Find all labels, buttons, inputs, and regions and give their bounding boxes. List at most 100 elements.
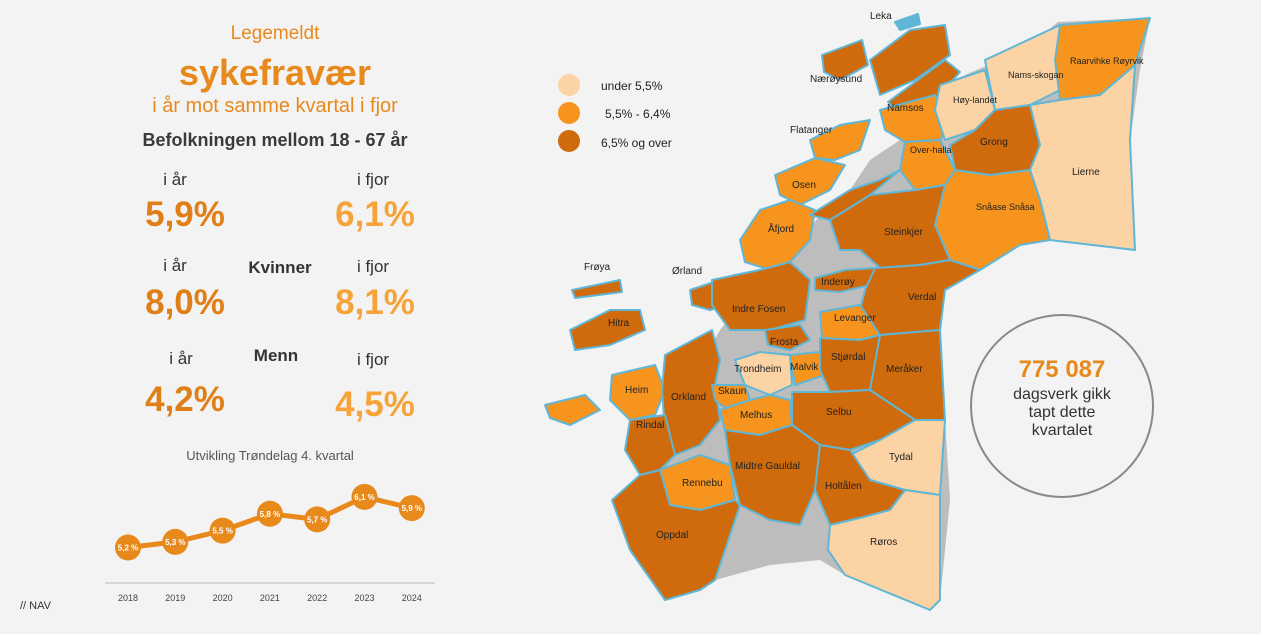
x-tick-2024: 2024 bbox=[402, 593, 422, 603]
trend-point-2022 bbox=[304, 506, 331, 533]
x-tick-2023: 2023 bbox=[354, 593, 374, 603]
muni-osen bbox=[774, 157, 846, 206]
label-selbu: Selbu bbox=[826, 407, 852, 418]
label-trondheim: Trondheim bbox=[734, 364, 781, 375]
label-midtre-gauldal: Midtre Gauldal bbox=[735, 461, 800, 472]
trend-label-2022: 5,7 % bbox=[307, 515, 327, 524]
label-namsskogan: Nams-skogan bbox=[1008, 70, 1064, 80]
muni-afjord bbox=[739, 199, 816, 271]
label-holtalen: Holtålen bbox=[825, 480, 862, 492]
label-lierne: Lierne bbox=[1072, 167, 1100, 178]
label-steinkjer: Steinkjer bbox=[884, 227, 924, 238]
workdays-callout: 775 087 dagsverk gikk tapt dette kvartal… bbox=[970, 314, 1154, 498]
muni-midtre-gauldal bbox=[724, 424, 821, 526]
x-tick-2020: 2020 bbox=[213, 593, 233, 603]
trend-label-2020: 5,5 % bbox=[212, 527, 232, 536]
label-froya: Frøya bbox=[584, 262, 611, 273]
muni-lierne bbox=[1029, 64, 1136, 251]
label-orland: Ørland bbox=[672, 266, 702, 277]
label-skaun: Skaun bbox=[718, 386, 746, 397]
muni-froya bbox=[571, 279, 623, 299]
men-current-label: i år bbox=[169, 349, 193, 368]
muni-coast-north bbox=[809, 169, 901, 221]
x-tick-2018: 2018 bbox=[118, 593, 138, 603]
label-oppdal: Oppdal bbox=[656, 530, 688, 541]
nav-logo-text: // NAV bbox=[20, 600, 51, 612]
label-frosta: Frosta bbox=[770, 337, 799, 348]
women-label: Kvinner bbox=[248, 258, 312, 277]
men-current-value: 4,2% bbox=[145, 380, 225, 419]
women-previous-value: 8,1% bbox=[335, 283, 415, 322]
label-rindal: Rindal bbox=[636, 420, 664, 431]
label-verdal: Verdal bbox=[908, 292, 936, 303]
trend-point-2018 bbox=[115, 534, 141, 561]
trend-label-2021: 5,8 % bbox=[260, 510, 280, 519]
label-grong: Grong bbox=[980, 137, 1008, 148]
muni-orkland bbox=[661, 329, 721, 456]
label-snaase: Snåase Snåsa bbox=[976, 202, 1035, 212]
title-main: sykefravær bbox=[178, 52, 372, 93]
nav-logo: // NAV bbox=[20, 600, 51, 612]
workdays-line3: kvartalet bbox=[1031, 422, 1093, 439]
women-current-label: i år bbox=[163, 256, 187, 275]
label-malvik: Malvik bbox=[790, 362, 819, 373]
label-heim: Heim bbox=[625, 385, 648, 396]
label-afjord: Åfjord bbox=[768, 222, 794, 235]
muni-snaase bbox=[934, 169, 1051, 271]
legend-swatch-mid bbox=[558, 102, 580, 124]
label-melhus: Melhus bbox=[740, 410, 772, 421]
legend-swatch-low bbox=[558, 74, 580, 96]
trend-point-2023 bbox=[351, 483, 378, 510]
label-hitra: Hitra bbox=[608, 318, 630, 329]
trend-label-2024: 5,9 % bbox=[402, 504, 422, 513]
total-previous-value: 6,1% bbox=[335, 195, 415, 234]
total-previous-label: i fjor bbox=[356, 170, 390, 189]
label-leka: Leka bbox=[870, 11, 892, 22]
title-subline: i år mot samme kvartal i fjor bbox=[152, 95, 398, 117]
legend-label-low: under 5,5% bbox=[601, 79, 663, 93]
women-previous-label: i fjor bbox=[356, 257, 390, 276]
muni-frosta bbox=[764, 324, 811, 351]
legend-swatch-high bbox=[558, 130, 580, 152]
label-osen: Osen bbox=[792, 180, 816, 191]
workdays-line2: tapt dette bbox=[1028, 404, 1096, 421]
muni-verdal bbox=[859, 259, 981, 336]
women-current-value: 8,0% bbox=[145, 283, 225, 322]
label-stjordal: Stjørdal bbox=[831, 352, 865, 363]
muni-naeroysund-b bbox=[869, 24, 951, 96]
label-indre-fosen: Indre Fosen bbox=[732, 304, 785, 315]
muni-hitra bbox=[569, 309, 646, 351]
x-tick-2021: 2021 bbox=[260, 593, 280, 603]
label-namsos: Namsos bbox=[887, 103, 924, 114]
legend-label-high: 6,5% og over bbox=[601, 136, 672, 150]
muni-heim-west bbox=[544, 394, 601, 426]
legend-label-mid: 5,5% - 6,4% bbox=[605, 107, 671, 121]
label-roros: Røros bbox=[870, 537, 897, 548]
muni-heim bbox=[609, 364, 666, 421]
label-raarvihke: Raarvihke Røyrvik bbox=[1070, 56, 1144, 66]
trend-point-2019 bbox=[162, 528, 189, 555]
label-orkland: Orkland bbox=[671, 392, 706, 403]
muni-naeroysund-a bbox=[821, 39, 869, 81]
label-flatanger: Flatanger bbox=[790, 125, 833, 136]
label-levanger: Levanger bbox=[834, 313, 876, 324]
title-line1: Legemeldt bbox=[230, 23, 320, 44]
x-tick-2022: 2022 bbox=[307, 593, 327, 603]
population-label: Befolkningen mellom 18 - 67 år bbox=[142, 130, 408, 150]
trend-chart: 5,2 % 5,3 % 5,5 % 5,8 % 5,7 % 6,1 % 5,9 % 2018… bbox=[105, 483, 435, 603]
label-overhalla: Over-halla bbox=[910, 145, 952, 155]
total-current-label: i år bbox=[163, 170, 187, 189]
men-previous-label: i fjor bbox=[356, 350, 390, 369]
men-label: Menn bbox=[253, 346, 299, 365]
label-inderoy: Inderøy bbox=[821, 277, 855, 288]
legend: under 5,5% 5,5% - 6,4% 6,5% og over bbox=[558, 74, 672, 152]
men-previous-value: 4,5% bbox=[335, 385, 415, 424]
muni-roros bbox=[827, 489, 941, 611]
trend-label-2023: 6,1 % bbox=[354, 493, 374, 502]
label-tydal: Tydal bbox=[889, 452, 913, 463]
label-hoylandet: Høy-landet bbox=[953, 95, 998, 105]
trend-point-2024 bbox=[398, 495, 425, 522]
muni-leka bbox=[894, 13, 921, 31]
trend-point-2020 bbox=[209, 517, 236, 544]
